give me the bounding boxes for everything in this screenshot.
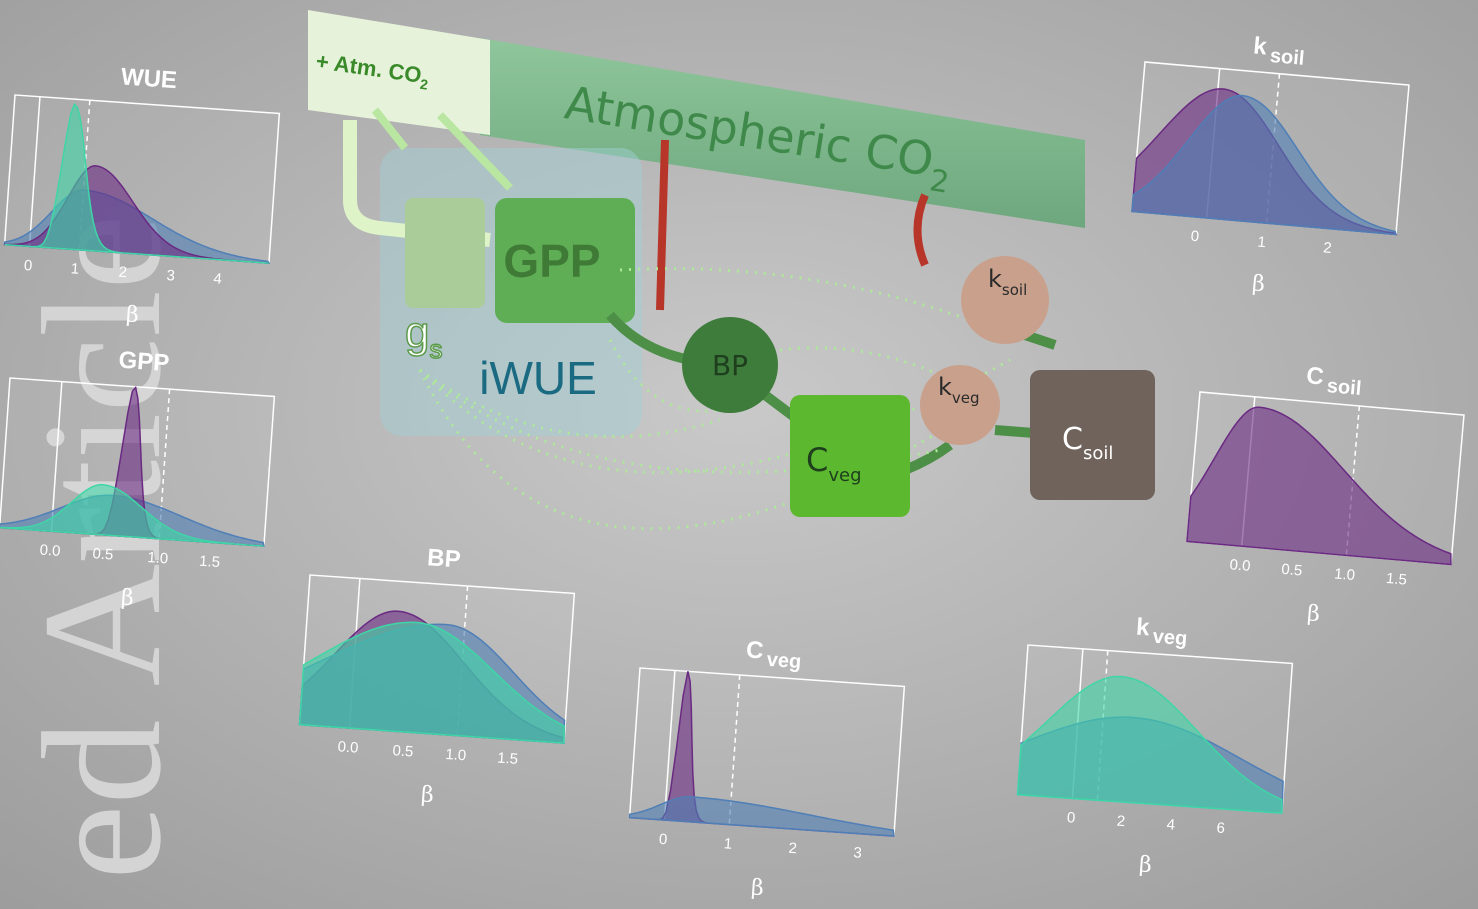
panel-title: ksoil: [1252, 33, 1306, 70]
ksoil-label: ksoil: [988, 265, 1027, 299]
csoil-label: Csoil: [1062, 422, 1113, 465]
x-tick-label: 0.0: [337, 738, 359, 756]
panel-title: BP: [426, 545, 461, 574]
x-axis-label: β: [120, 585, 134, 611]
panel-title-main: GPP: [118, 347, 170, 377]
density-curve: [1016, 675, 1283, 814]
panel-title-main: C: [1305, 363, 1325, 391]
zero-line: [28, 96, 41, 247]
flux-arrows: [606, 311, 1061, 475]
co2-flow: [343, 120, 491, 247]
panel-title-main: k: [1252, 33, 1268, 61]
panel-title-main: WUE: [120, 64, 178, 95]
respiration-arrows: [656, 139, 929, 311]
panel-title: Cveg: [745, 637, 803, 674]
x-tick-label: 2: [788, 840, 798, 858]
kveg-label: kveg: [938, 373, 980, 407]
x-tick-label: 1.5: [1385, 570, 1407, 589]
x-tick-label: 0.5: [1281, 561, 1303, 580]
stomata-leaf: [405, 198, 485, 308]
watermark: ed Article: [8, 214, 196, 880]
atm-input-box: [308, 10, 490, 135]
density-panel: Cveg 0 1 2 3 β: [628, 637, 906, 901]
x-axis-label: β: [750, 875, 764, 901]
density-curve: [628, 796, 895, 837]
density-curve: [298, 621, 565, 744]
co2-arrows: [371, 107, 513, 191]
zero-line: [663, 670, 676, 821]
x-tick-label: 0: [1190, 228, 1200, 246]
panel-title: GPP: [118, 347, 170, 377]
zero-line: [50, 381, 63, 532]
x-tick-label: 0.5: [92, 545, 114, 563]
x-tick-label: 2: [118, 264, 128, 282]
x-tick-label: 1.5: [199, 553, 221, 571]
x-tick-label: 0.0: [1229, 556, 1251, 575]
reference-line: [728, 674, 741, 825]
x-tick-label: 0: [658, 831, 668, 849]
x-tick-label: 2: [1116, 813, 1126, 831]
panel-title-sub: soil: [1269, 45, 1305, 70]
panel-title-sub: veg: [1152, 626, 1188, 650]
panel-title-main: BP: [426, 545, 461, 574]
kveg-node: [920, 365, 1000, 445]
atmospheric-bar: [480, 38, 1085, 228]
ksoil-node: [961, 256, 1049, 344]
panel-title-sub: veg: [766, 649, 802, 673]
x-axis-label: β: [1138, 852, 1152, 878]
density-curve: [1186, 406, 1452, 566]
x-tick-label: 4: [213, 270, 223, 288]
panel-title-main: k: [1135, 614, 1151, 642]
x-axis-label: β: [420, 782, 434, 808]
gpp-label: GPP: [503, 235, 600, 287]
bp-node: [682, 317, 778, 413]
density-curve: [1131, 94, 1397, 236]
x-tick-label: 0.0: [39, 541, 61, 559]
gpp-box: [495, 198, 635, 323]
x-tick-label: 6: [1216, 820, 1226, 838]
reference-line: [158, 389, 171, 539]
x-tick-label: 1.0: [445, 746, 467, 764]
x-tick-label: 0: [23, 257, 33, 275]
bp-label: BP: [712, 349, 748, 382]
x-tick-label: 1: [723, 835, 733, 853]
density-panel: Csoil 0.0 0.5 1.0 1.5 β: [1186, 363, 1465, 627]
x-tick-label: 0.5: [392, 742, 414, 760]
cveg-box: [790, 395, 910, 517]
x-tick-label: 1: [1257, 233, 1267, 251]
diagram: Atmospheric CO2 + Atm. CO2 GPP gs iWUE B…: [308, 10, 1155, 531]
density-panel: kveg 0 2 4 6 β: [1016, 614, 1294, 878]
csoil-box: [1030, 370, 1155, 500]
x-tick-label: 1.0: [1333, 565, 1355, 584]
iwue-label: iWUE: [479, 352, 597, 404]
density-panel: WUE 0 1 2 3 4 β: [3, 64, 281, 328]
x-axis-label: β: [1251, 271, 1266, 297]
cveg-label: Cveg: [806, 441, 862, 486]
dotted-links: [418, 267, 1011, 531]
x-axis-label: β: [125, 302, 139, 328]
x-tick-label: 3: [166, 267, 176, 285]
panel-title: kveg: [1135, 614, 1189, 650]
x-tick-label: 1: [70, 260, 80, 278]
x-tick-label: 2: [1323, 239, 1333, 257]
x-tick-label: 0: [1066, 809, 1076, 827]
density-curve: [4, 102, 269, 264]
x-axis-label: β: [1306, 601, 1321, 627]
density-curve: [0, 483, 264, 547]
x-tick-label: 1.5: [497, 749, 519, 767]
x-tick-label: 4: [1166, 816, 1176, 834]
x-tick-label: 1.0: [147, 549, 169, 567]
density-panel: BP 0.0 0.5 1.0 1.5 β: [298, 545, 576, 808]
density-panel: ksoil 0 1 2 β: [1131, 33, 1410, 297]
panel-title-main: C: [745, 637, 764, 665]
x-tick-label: 3: [853, 844, 863, 862]
panel-title: Csoil: [1305, 363, 1363, 401]
panel-title: WUE: [120, 64, 178, 95]
density-panel: GPP 0.0 0.5 1.0 1.5 β: [0, 347, 276, 611]
panel-title-sub: soil: [1326, 375, 1362, 400]
gs-label: gs: [405, 308, 442, 364]
